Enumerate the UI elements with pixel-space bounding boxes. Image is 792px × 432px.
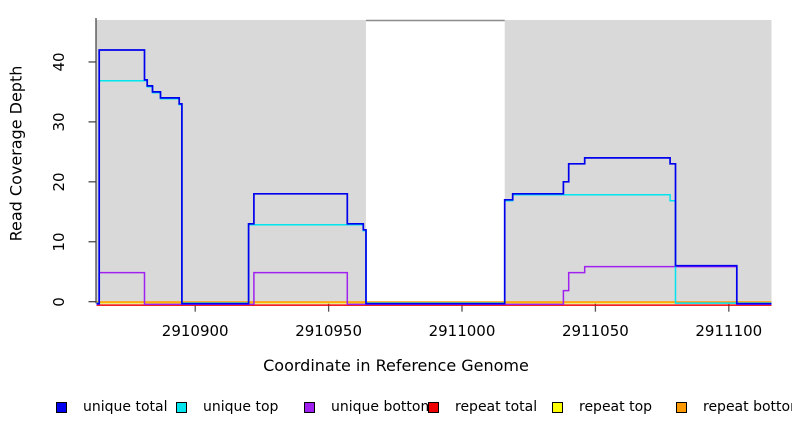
legend-label: unique top: [203, 399, 279, 415]
legend-item-repeat-top: repeat top: [552, 398, 652, 416]
y-tick-label: 30: [50, 112, 68, 132]
legend-item-unique-total: unique total: [56, 398, 167, 416]
y-tick-label: 0: [50, 296, 68, 307]
legend-swatch-icon: [552, 401, 563, 413]
legend-swatch-icon: [428, 401, 439, 413]
y-tick-label: 20: [50, 172, 68, 192]
x-tick-label: 2911050: [562, 322, 629, 340]
legend-swatch-icon: [176, 401, 187, 413]
legend-swatch-icon: [304, 401, 315, 413]
legend-item-unique-top: unique top: [176, 398, 278, 416]
x-tick-label: 2910950: [295, 322, 363, 340]
shaded-region: [504, 20, 772, 304]
y-axis-title: Read Coverage Depth: [6, 65, 26, 242]
legend: unique total unique top unique bottom repea…: [0, 398, 792, 418]
legend-label: repeat total: [455, 399, 538, 415]
y-tick-label: 40: [50, 52, 68, 72]
legend-label: unique bottom: [331, 399, 435, 415]
x-axis-title: Coordinate in Reference Genome: [263, 356, 529, 375]
legend-item-unique-bottom: unique bottom: [304, 398, 434, 416]
legend-item-repeat-bottom: repeat bottom: [676, 398, 792, 416]
y-tick-label: 10: [50, 232, 68, 252]
legend-swatch-icon: [56, 401, 67, 413]
series-line-unique-total: [96, 49, 772, 305]
legend-swatch-icon: [676, 401, 687, 413]
x-tick-label: 2910900: [161, 322, 229, 340]
shaded-region: [96, 20, 366, 304]
legend-item-repeat-total: repeat total: [428, 398, 537, 416]
x-tick-label: 2911100: [695, 322, 763, 340]
legend-label: unique total: [83, 399, 168, 415]
legend-label: repeat bottom: [703, 399, 792, 415]
x-tick-label: 2911000: [428, 322, 496, 340]
legend-label: repeat top: [579, 399, 653, 415]
